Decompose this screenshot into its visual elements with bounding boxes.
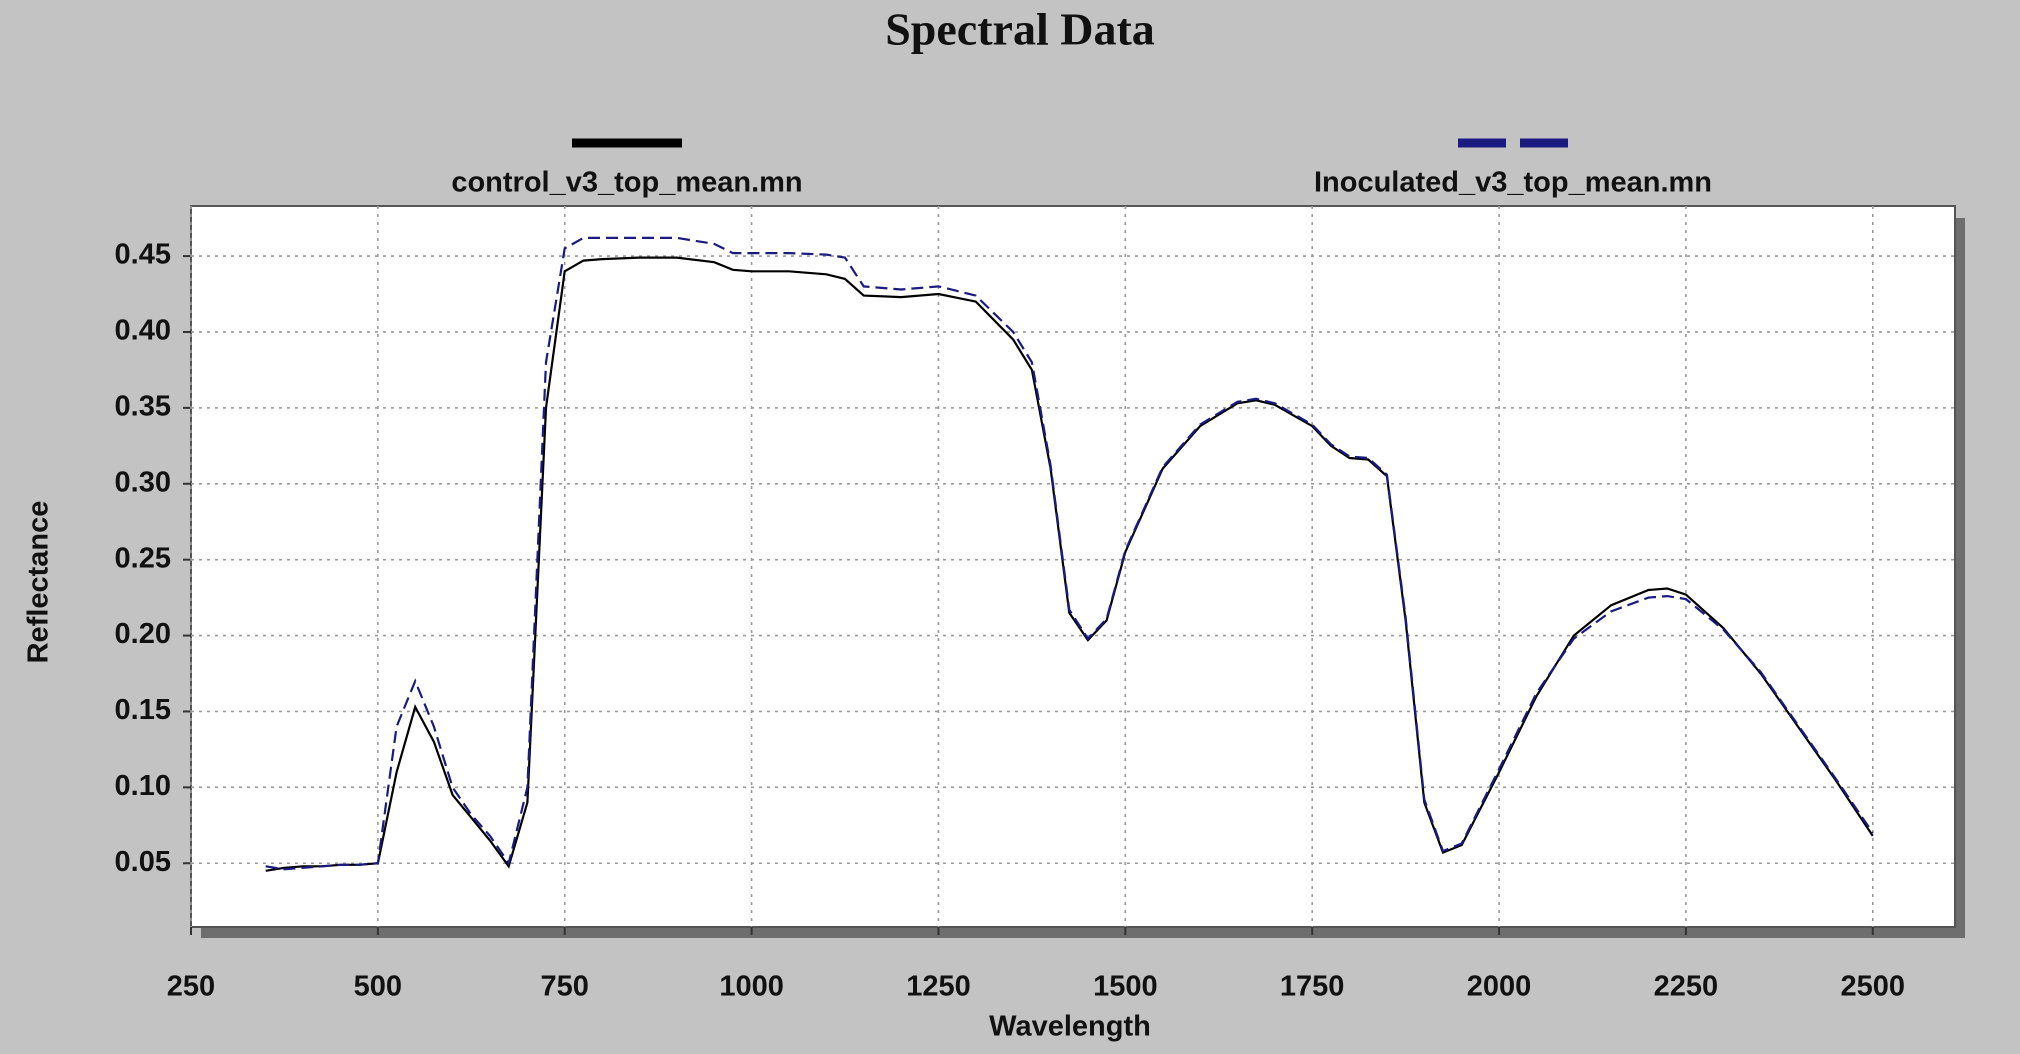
x-tick-label: 750: [541, 971, 589, 1003]
x-tick-label: 1750: [1280, 971, 1345, 1003]
x-axis-title: Wavelength: [989, 1011, 1151, 1043]
y-tick-label: 0.40: [115, 315, 171, 347]
y-tick-label: 0.10: [115, 770, 171, 802]
x-tick-label: 2500: [1841, 971, 1906, 1003]
x-tick-label: 1000: [719, 971, 784, 1003]
x-tick-label: 500: [354, 971, 402, 1003]
chart-title: Spectral Data: [885, 4, 1155, 55]
y-tick-label: 0.15: [115, 694, 171, 726]
x-tick-label: 250: [167, 971, 215, 1003]
legend-label: control_v3_top_mean.mn: [451, 167, 802, 199]
y-tick-label: 0.20: [115, 618, 171, 650]
x-tick-label: 1250: [906, 971, 971, 1003]
y-tick-label: 0.30: [115, 466, 171, 498]
plot-area: [190, 205, 1956, 928]
y-tick-label: 0.25: [115, 542, 171, 574]
y-tick-label: 0.45: [115, 239, 171, 271]
y-axis-title: Reflectance: [23, 501, 55, 664]
y-tick-label: 0.35: [115, 391, 171, 423]
y-tick-label: 0.05: [115, 846, 171, 878]
series-line: [265, 256, 1874, 872]
x-tick-label: 2000: [1467, 971, 1532, 1003]
x-tick-label: 1500: [1093, 971, 1158, 1003]
legend-label: Inoculated_v3_top_mean.mn: [1314, 167, 1712, 199]
x-tick-label: 2250: [1654, 971, 1719, 1003]
series-line: [265, 236, 1874, 871]
